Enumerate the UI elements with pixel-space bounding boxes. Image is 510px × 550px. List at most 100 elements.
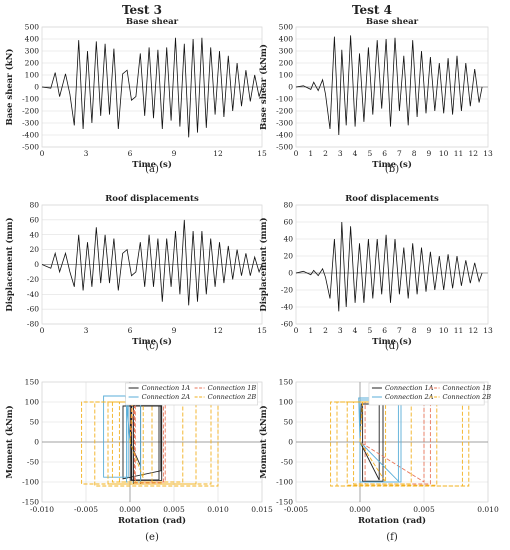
x-axis-label: Time (s) <box>372 336 412 347</box>
y-tick-label: -300 <box>276 119 293 128</box>
y-axis-label: Moment (kNm) <box>4 405 15 478</box>
y-tick-label: -80 <box>27 320 39 329</box>
x-tick-label: 1 <box>308 149 313 158</box>
x-tick-label: 15 <box>257 326 267 335</box>
series-line <box>295 221 483 312</box>
y-axis-label: Displacement (mm) <box>258 217 269 311</box>
chart-c: -80 -60 -40 -20 0 20 40 60 80 0 3 6 9 12 15 Roof displa… <box>4 194 267 352</box>
x-tick-label: 11 <box>454 326 464 335</box>
panel-caption: (b) <box>385 164 399 175</box>
panel-title: Roof displacements <box>105 194 199 204</box>
x-tick-label: 4 <box>353 149 358 158</box>
x-tick-label: 15 <box>257 149 267 158</box>
legend-box <box>125 382 258 406</box>
x-tick-label: 6 <box>128 326 133 335</box>
y-tick-label: 400 <box>25 35 40 44</box>
x-tick-label: 7 <box>397 326 402 335</box>
x-tick-label: 11 <box>454 149 464 158</box>
y-tick-label: 60 <box>29 215 39 224</box>
y-tick-label: 80 <box>283 201 293 210</box>
series-line <box>41 219 263 306</box>
x-tick-label: 7 <box>397 149 402 158</box>
x-tick-label: 12 <box>468 326 478 335</box>
x-axis-label: Time (s) <box>132 336 172 347</box>
x-tick-label: 5 <box>367 149 372 158</box>
x-tick-label: 9 <box>172 326 177 335</box>
y-tick-label: -500 <box>22 143 39 152</box>
y-tick-label: 100 <box>279 398 294 407</box>
y-tick-label: -100 <box>276 478 293 487</box>
y-tick-label: 150 <box>279 378 294 387</box>
x-tick-label: 0.010 <box>207 505 229 514</box>
x-tick-label: 10 <box>439 149 449 158</box>
series-line <box>295 35 483 136</box>
y-tick-label: 0 <box>34 260 39 269</box>
x-tick-label: 8 <box>412 149 417 158</box>
x-tick-label: 0.000 <box>119 505 141 514</box>
y-tick-label: 500 <box>279 23 294 32</box>
chart-f: -150 -100 -50 0 50 100 150 -0.005 0.000 0.005 0.01… <box>258 378 499 544</box>
y-tick-label: -100 <box>22 478 39 487</box>
y-tick-label: 20 <box>283 252 293 261</box>
x-tick-label: 0.005 <box>413 505 435 514</box>
x-tick-label: 6 <box>128 149 133 158</box>
y-tick-label: 50 <box>29 418 39 427</box>
y-tick-label: 80 <box>29 201 39 210</box>
y-tick-label: -50 <box>281 458 293 467</box>
y-axis-label: Displacement (mm) <box>4 217 15 311</box>
x-tick-label: 9 <box>427 326 432 335</box>
y-tick-label: -100 <box>276 95 293 104</box>
legend-label: Connection 1A <box>142 384 191 392</box>
panel-caption: (d) <box>385 341 399 352</box>
y-tick-label: -200 <box>276 107 293 116</box>
x-tick-label: 0 <box>40 149 45 158</box>
y-tick-label: -50 <box>27 458 39 467</box>
x-tick-label: 0.015 <box>251 505 273 514</box>
x-axis-label: Rotation (rad) <box>358 515 426 526</box>
y-tick-label: 500 <box>25 23 40 32</box>
x-axis-label: Rotation (rad) <box>118 515 186 526</box>
panel-caption: (c) <box>145 341 159 352</box>
x-tick-label: 3 <box>84 149 89 158</box>
panel-title: Roof displacements <box>345 194 439 204</box>
legend-label: Connection 1A <box>385 384 434 392</box>
series-line-connection-2b <box>81 401 219 487</box>
y-tick-label: 400 <box>279 35 294 44</box>
x-tick-label: 5 <box>367 326 372 335</box>
y-tick-label: 300 <box>25 47 40 56</box>
legend-label: Connection 1B <box>208 384 257 392</box>
x-tick-label: 0.010 <box>477 505 499 514</box>
y-tick-label: 200 <box>279 59 294 68</box>
y-tick-label: 20 <box>29 245 39 254</box>
chart-e: -150 -100 -50 0 50 100 150 -0.010 -0.005 0.000 0.0… <box>4 378 273 544</box>
y-tick-label: -400 <box>22 131 39 140</box>
x-tick-label: 0 <box>40 326 45 335</box>
y-axis-label: Base shear (kN) <box>4 49 15 126</box>
legend-label: Connection 2B <box>208 393 257 401</box>
column-title-test4: Test 4 <box>352 3 392 17</box>
y-tick-label: 300 <box>279 47 294 56</box>
y-tick-label: 40 <box>29 230 39 239</box>
x-tick-label: 2 <box>323 149 328 158</box>
series-line-connection-2a <box>358 397 402 483</box>
x-tick-label: -0.005 <box>74 505 98 514</box>
series-line <box>41 37 263 138</box>
legend-label: Connection 2A <box>142 393 191 401</box>
y-tick-label: -150 <box>276 498 293 507</box>
series-line-connection-1b <box>359 401 431 485</box>
y-tick-label: 200 <box>25 59 40 68</box>
chart-a: -500 -400 -300 -200 -100 0 100 200 300 400 500 0 3 6 9… <box>4 17 267 175</box>
x-tick-label: 9 <box>172 149 177 158</box>
x-tick-label: 0 <box>294 326 299 335</box>
x-tick-label: 4 <box>353 326 358 335</box>
panel-title: Base shear <box>126 17 179 27</box>
y-tick-label: -20 <box>27 275 39 284</box>
series-line-connection-1a <box>359 403 384 482</box>
legend-label: Connection 2B <box>443 393 492 401</box>
x-tick-label: 9 <box>427 149 432 158</box>
x-tick-label: 1 <box>308 326 313 335</box>
y-tick-label: 0 <box>34 438 39 447</box>
series-line-connection-1a <box>122 404 163 485</box>
y-tick-label: 150 <box>25 378 40 387</box>
